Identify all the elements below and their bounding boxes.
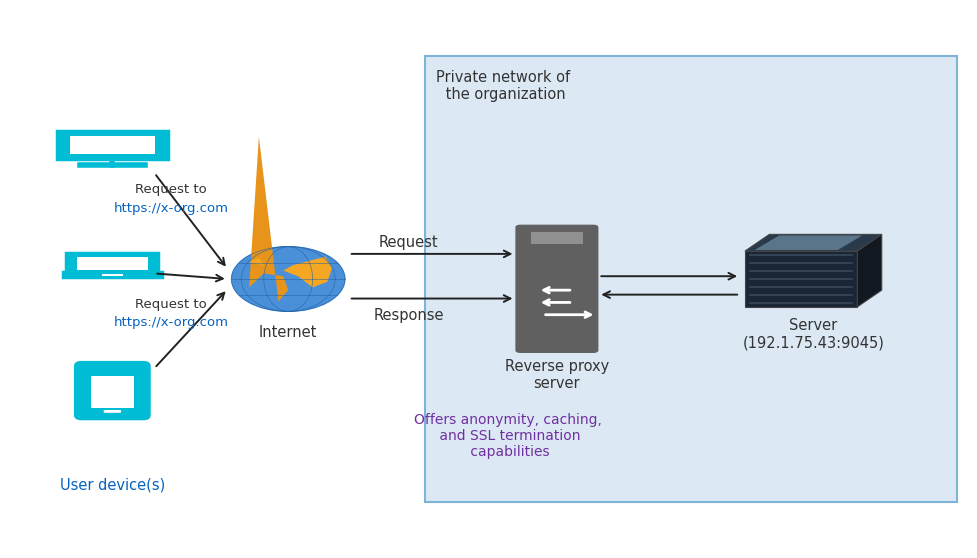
FancyBboxPatch shape xyxy=(744,251,858,307)
Text: Response: Response xyxy=(373,308,444,323)
Text: https://x-org.com: https://x-org.com xyxy=(113,316,229,329)
FancyBboxPatch shape xyxy=(63,272,162,277)
Text: User device(s): User device(s) xyxy=(60,478,165,493)
Text: Request: Request xyxy=(378,235,439,250)
FancyBboxPatch shape xyxy=(102,275,123,276)
Text: https://x-org.com: https://x-org.com xyxy=(113,201,229,215)
Text: Internet: Internet xyxy=(259,325,318,340)
Text: Server
(192.1.75.43:9045): Server (192.1.75.43:9045) xyxy=(743,318,884,350)
Text: Request to: Request to xyxy=(135,183,207,196)
FancyBboxPatch shape xyxy=(91,376,134,408)
Polygon shape xyxy=(744,234,881,251)
FancyBboxPatch shape xyxy=(104,410,121,413)
FancyBboxPatch shape xyxy=(531,232,582,244)
Polygon shape xyxy=(249,258,264,265)
FancyBboxPatch shape xyxy=(75,363,149,418)
FancyBboxPatch shape xyxy=(77,257,148,271)
Text: Request to: Request to xyxy=(135,297,207,311)
FancyBboxPatch shape xyxy=(70,136,154,154)
Circle shape xyxy=(232,247,345,311)
Text: Reverse proxy
server: Reverse proxy server xyxy=(505,359,609,391)
Text: Offers anonymity, caching,
 and SSL termination
 capabilities: Offers anonymity, caching, and SSL termi… xyxy=(414,413,602,459)
FancyBboxPatch shape xyxy=(57,131,168,160)
FancyBboxPatch shape xyxy=(425,56,957,502)
FancyBboxPatch shape xyxy=(66,253,158,274)
Text: Private network of
 the organization: Private network of the organization xyxy=(436,70,571,102)
Polygon shape xyxy=(283,257,332,287)
Polygon shape xyxy=(754,235,862,250)
Circle shape xyxy=(232,247,345,311)
Polygon shape xyxy=(249,137,288,301)
Polygon shape xyxy=(858,234,881,307)
FancyBboxPatch shape xyxy=(516,225,598,353)
